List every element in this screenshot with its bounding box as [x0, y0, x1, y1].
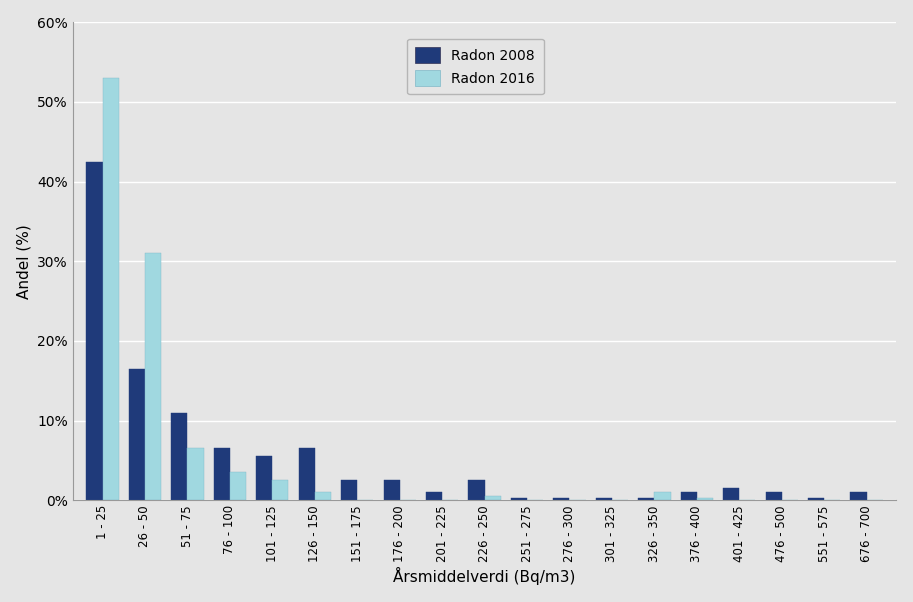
Bar	[681, 492, 697, 500]
Bar	[638, 498, 655, 500]
Bar	[851, 492, 866, 500]
Bar	[214, 448, 230, 500]
Bar	[315, 492, 331, 500]
Bar	[257, 456, 272, 500]
Legend: Radon 2008, Radon 2016: Radon 2008, Radon 2016	[407, 39, 543, 95]
Bar	[511, 498, 527, 500]
Bar	[596, 498, 612, 500]
Bar	[187, 448, 204, 500]
Bar	[553, 498, 570, 500]
X-axis label: Årsmiddelverdi (Bq/m3): Årsmiddelverdi (Bq/m3)	[394, 567, 576, 585]
Bar	[129, 369, 145, 500]
Bar	[697, 498, 713, 500]
Bar	[383, 480, 400, 500]
Bar	[87, 161, 102, 500]
Bar	[655, 492, 670, 500]
Bar	[230, 473, 246, 500]
Bar	[341, 480, 357, 500]
Bar	[723, 488, 740, 500]
Bar	[172, 412, 187, 500]
Bar	[468, 480, 485, 500]
Bar	[766, 492, 782, 500]
Bar	[426, 492, 442, 500]
Bar	[102, 78, 119, 500]
Bar	[145, 253, 161, 500]
Bar	[299, 448, 315, 500]
Bar	[485, 496, 500, 500]
Bar	[272, 480, 289, 500]
Y-axis label: Andel (%): Andel (%)	[16, 224, 32, 299]
Bar	[808, 498, 824, 500]
